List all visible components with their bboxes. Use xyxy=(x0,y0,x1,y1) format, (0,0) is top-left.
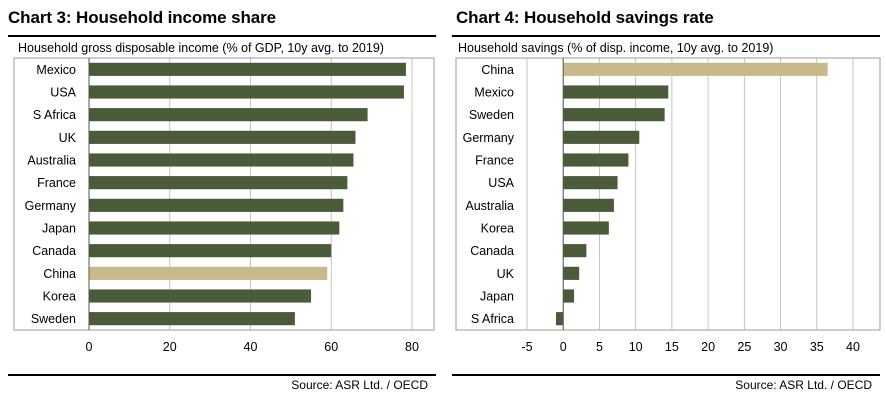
plot-frame xyxy=(455,57,881,331)
bar xyxy=(89,198,344,212)
x-tick-label: 40 xyxy=(244,340,258,354)
bar xyxy=(563,108,665,122)
chart-4-plot: -5 0 5 10 15 20 25 30 35 40 China Mexico Sweden Germa… xyxy=(455,57,881,354)
category-label: Canada xyxy=(32,244,76,258)
x-tick-label: 5 xyxy=(596,340,603,354)
chart-title: Chart 4: Household savings rate xyxy=(456,8,714,27)
x-tick-label: 10 xyxy=(629,340,643,354)
bar xyxy=(563,221,609,235)
bar xyxy=(563,130,640,144)
x-tick-label: 15 xyxy=(665,340,679,354)
bar xyxy=(89,62,406,76)
x-tick-label: 60 xyxy=(324,340,338,354)
source-rule xyxy=(452,374,880,376)
x-tick-label: 0 xyxy=(86,340,93,354)
x-tick-label: 35 xyxy=(810,340,824,354)
chart-4-panel: Chart 4: Household savings rate Househol… xyxy=(448,0,886,412)
category-label: Sweden xyxy=(31,312,76,326)
category-label: Korea xyxy=(481,222,514,236)
bar xyxy=(89,176,348,190)
chart-subtitle: Household gross disposable income (% of … xyxy=(18,41,384,55)
bar xyxy=(89,289,312,303)
category-label: China xyxy=(481,63,514,77)
bar xyxy=(563,153,629,167)
x-tick-label: -5 xyxy=(521,340,532,354)
category-label: USA xyxy=(50,86,76,100)
bar xyxy=(89,312,295,326)
bar xyxy=(563,289,575,303)
category-label: Japan xyxy=(480,290,514,304)
bar xyxy=(89,221,340,235)
x-tick-label: 0 xyxy=(560,340,567,354)
chart-title: Chart 3: Household income share xyxy=(8,8,277,27)
category-label: Australia xyxy=(465,199,514,213)
source-rule xyxy=(8,374,436,376)
chart-subtitle: Household savings (% of disp. income, 10… xyxy=(458,41,774,55)
bar xyxy=(555,312,564,326)
category-label: China xyxy=(43,267,76,281)
plot-frame xyxy=(13,57,435,331)
category-label: Japan xyxy=(42,222,76,236)
bar xyxy=(89,130,356,144)
chart-source: Source: ASR Ltd. / OECD xyxy=(291,378,428,392)
x-tick-label: 40 xyxy=(846,340,860,354)
category-label: Sweden xyxy=(469,108,514,122)
x-tick-label: 30 xyxy=(774,340,788,354)
category-label: Korea xyxy=(43,290,76,304)
bar xyxy=(89,108,368,122)
category-label: Germany xyxy=(25,199,77,213)
category-label: UK xyxy=(497,267,515,281)
category-label: France xyxy=(475,154,514,168)
bar xyxy=(563,85,669,99)
category-label: USA xyxy=(488,176,514,190)
category-label: Germany xyxy=(463,131,515,145)
chart-source: Source: ASR Ltd. / OECD xyxy=(735,378,872,392)
bar xyxy=(89,244,332,258)
chart-3-panel: Chart 3: Household income share Househol… xyxy=(0,0,440,412)
x-tick-label: 20 xyxy=(701,340,715,354)
bar xyxy=(563,176,618,190)
bar xyxy=(563,62,828,76)
title-rule xyxy=(452,35,880,37)
bar xyxy=(89,153,354,167)
category-label: Mexico xyxy=(36,63,76,77)
x-tick-label: 80 xyxy=(405,340,419,354)
category-label: Canada xyxy=(470,244,514,258)
x-tick-label: 20 xyxy=(163,340,177,354)
chart-3-plot: 0 20 40 60 80 Mexico USA S Africa UK Australia Fra… xyxy=(13,57,435,354)
bar xyxy=(89,85,404,99)
x-tick-label: 25 xyxy=(737,340,751,354)
bar xyxy=(563,198,614,212)
category-label: S Africa xyxy=(471,312,514,326)
title-rule xyxy=(8,35,436,37)
bar xyxy=(563,266,580,280)
bar xyxy=(563,244,587,258)
category-label: Australia xyxy=(27,154,76,168)
bar xyxy=(89,266,328,280)
category-label: S Africa xyxy=(33,108,76,122)
category-label: UK xyxy=(59,131,77,145)
category-label: France xyxy=(37,176,76,190)
category-label: Mexico xyxy=(474,86,514,100)
